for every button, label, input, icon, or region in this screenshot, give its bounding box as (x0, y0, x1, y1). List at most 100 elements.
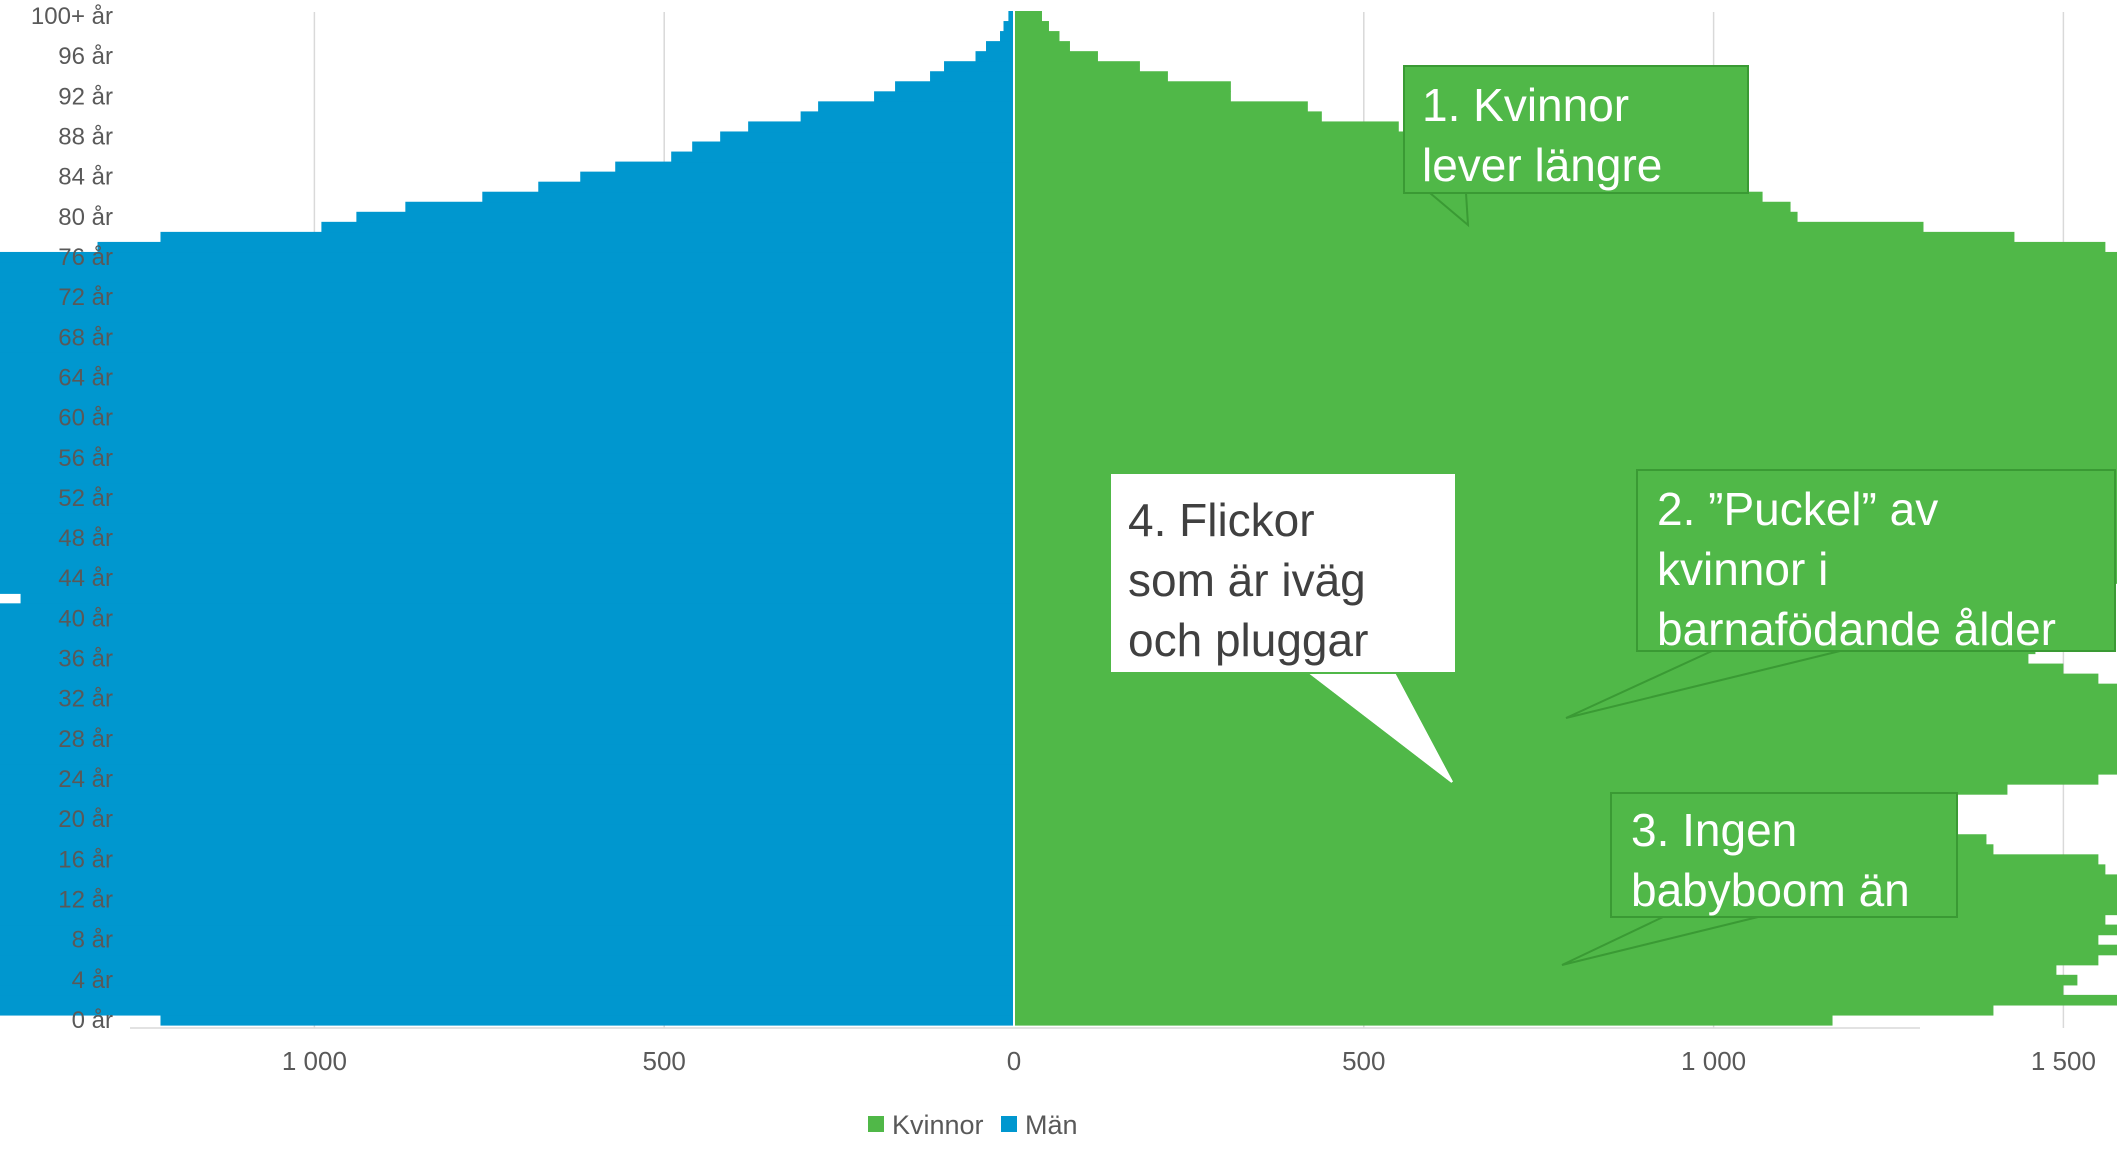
men-bar-age-95 (944, 61, 1014, 72)
women-bar-age-35 (1014, 663, 2064, 675)
age-tick-label: 60 år (58, 405, 113, 432)
men-bar-age-18 (0, 834, 1015, 845)
callout-women-live-longer: 1. Kvinnor lever längre (1403, 65, 1749, 194)
women-bar-age-4 (1014, 974, 2078, 986)
value-tick-label: 1 500 (2031, 1046, 2096, 1076)
men-bar-age-79 (321, 221, 1014, 233)
women-bar-age-37 (1014, 643, 2036, 655)
age-tick-label: 16 år (58, 846, 113, 873)
men-bar-age-99 (1003, 21, 1014, 32)
men-bar-age-85 (615, 161, 1014, 173)
women-bar-age-70 (1014, 312, 2117, 323)
men-bar-age-31 (0, 703, 1014, 715)
men-bar-age-0 (160, 1014, 1014, 1026)
age-tick-label: 8 år (72, 927, 113, 954)
men-bar-age-21 (0, 804, 1014, 815)
women-bar-age-55 (1014, 462, 2117, 474)
callout-4-pointer-edge-b (1393, 672, 1453, 783)
men-bar-age-12 (0, 894, 1015, 906)
women-bar-age-39 (1014, 623, 2029, 635)
women-bar-age-50 (1014, 512, 2117, 524)
women-bar-age-81 (1014, 201, 1791, 213)
women-bar-age-52 (1014, 492, 2117, 504)
women-bar-age-42 (1014, 593, 2078, 604)
women-bar-age-89 (1014, 121, 1399, 133)
women-bar-age-48 (1014, 533, 2117, 544)
women-bar-age-57 (1014, 442, 2117, 454)
men-bar-age-83 (538, 181, 1014, 193)
men-bar-age-28 (0, 733, 1014, 745)
women-bar-age-69 (1014, 322, 2117, 333)
age-tick-label: 48 år (58, 525, 113, 552)
value-tick-label: 500 (643, 1046, 686, 1076)
men-bar-age-81 (405, 201, 1014, 213)
men-bar-age-56 (0, 452, 1015, 464)
women-bar-age-94 (1014, 71, 1168, 82)
men-bar-age-59 (0, 422, 1015, 434)
age-tick-label: 92 år (58, 83, 113, 110)
women-bar-age-32 (1014, 693, 2117, 705)
men-bar-age-5 (0, 964, 1015, 976)
men-bar-age-58 (0, 432, 1015, 444)
men-bar-age-2 (0, 994, 1015, 1006)
women-bar-age-82 (1014, 191, 1763, 203)
women-bar-age-71 (1014, 302, 2117, 313)
women-bar-age-33 (1014, 683, 2117, 695)
women-bar-age-76 (1014, 251, 2117, 263)
women-bar-age-31 (1014, 703, 2117, 715)
men-bar-age-91 (818, 101, 1014, 112)
men-bar-age-90 (800, 111, 1014, 123)
callout-1-line-1: 1. Kvinnor (1422, 79, 1630, 131)
callout-3-line-1: 3. Ingen (1631, 804, 1798, 856)
men-bar-age-60 (0, 412, 1014, 424)
age-tick-label: 24 år (58, 766, 113, 793)
women-bar-age-64 (1014, 372, 2117, 384)
women-bar-age-99 (1014, 21, 1049, 32)
women-bar-age-20 (1014, 814, 1924, 825)
men-bar-age-23 (0, 784, 1015, 795)
men-bar-age-20 (0, 814, 1014, 825)
men-bar-age-24 (0, 774, 1015, 785)
value-tick-label: 500 (1342, 1046, 1385, 1076)
callout-hump-of-women: 2. ”Puckel” av kvinnor i barnafödande ål… (1636, 469, 2116, 655)
men-bar-age-44 (0, 573, 1014, 584)
women-bar-age-28 (1014, 733, 2117, 745)
legend-label-men: Män (1025, 1110, 1078, 1140)
men-bar-age-47 (0, 543, 1015, 554)
women-bar-age-96 (1014, 51, 1098, 62)
callout-no-babyboom: 3. Ingen babyboom än (1610, 792, 1958, 918)
women-bar-age-58 (1014, 432, 2117, 444)
women-bar-age-41 (1014, 603, 2043, 614)
age-tick-labels: 0 år 4 år 8 år 12 år 16 år 20 år 24 år 28 år 32 … (31, 3, 113, 1034)
women-bars (1014, 11, 2117, 1026)
men-bar-age-66 (0, 352, 1015, 363)
women-bar-age-72 (1014, 292, 2117, 303)
men-bar-age-51 (0, 502, 1014, 514)
men-bars (0, 11, 1015, 1026)
women-bar-age-78 (1014, 231, 2015, 243)
age-tick-label: 12 år (58, 887, 113, 914)
callout-4-line-2: som är iväg (1128, 554, 1366, 606)
women-bar-age-19 (1014, 824, 1931, 835)
age-tick-label: 72 år (58, 284, 113, 311)
women-bar-age-1 (1014, 1004, 1994, 1016)
women-bar-age-3 (1014, 984, 2064, 996)
women-bar-age-86 (1014, 151, 1518, 163)
men-bar-age-74 (0, 272, 1014, 283)
women-bar-age-9 (1014, 924, 2117, 936)
men-bar-age-98 (1000, 31, 1014, 42)
men-bar-age-33 (0, 683, 1015, 695)
value-tick-label: 0 (1007, 1046, 1021, 1076)
women-bar-age-84 (1014, 171, 1651, 183)
men-bar-age-41 (0, 603, 1015, 614)
value-tick-label: 1 000 (282, 1046, 347, 1076)
men-bar-age-75 (0, 261, 1014, 273)
men-bar-age-72 (0, 292, 1014, 303)
legend-swatch-women (868, 1116, 884, 1132)
women-bar-age-22 (1014, 794, 1945, 805)
men-bar-age-57 (0, 442, 1014, 454)
women-bar-age-62 (1014, 392, 2117, 404)
age-tick-label: 36 år (58, 646, 113, 673)
callout-4-pointer-edge-a (1309, 672, 1453, 783)
